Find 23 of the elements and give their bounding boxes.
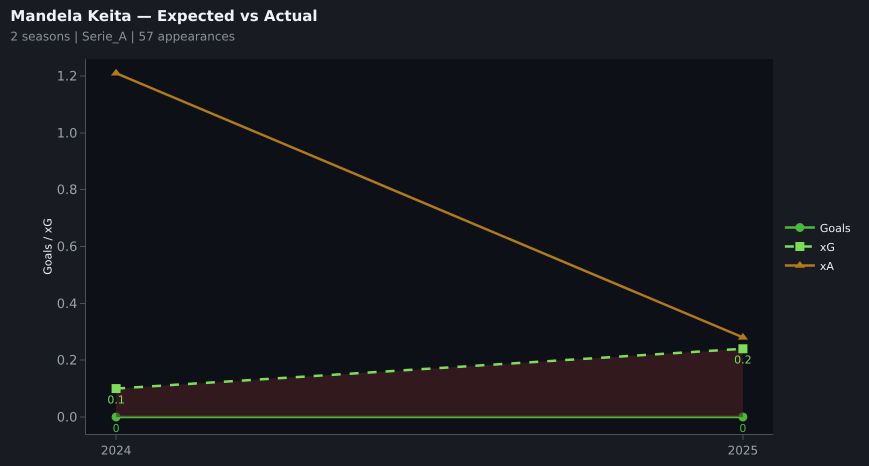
point xyxy=(738,412,748,422)
y-tick-label: 0.6 xyxy=(56,240,78,256)
y-tick-label: 0.8 xyxy=(56,183,78,198)
y-tick-label: 0.4 xyxy=(56,296,78,312)
x-tick-label: 2024 xyxy=(100,443,132,458)
point xyxy=(738,344,748,354)
data-label: 0.2 xyxy=(734,354,752,367)
y-tick-label: 1.2 xyxy=(56,70,78,85)
data-label: 0.1 xyxy=(107,393,125,406)
data-label: 0 xyxy=(112,422,120,435)
data-label: 0 xyxy=(739,422,746,435)
chart-title: Mandela Keita — Expected vs Actual xyxy=(10,6,318,25)
y-tick-label: 1.0 xyxy=(56,126,78,142)
legend-label: Goals xyxy=(820,222,851,235)
point xyxy=(112,384,121,394)
x-tick-label: 2025 xyxy=(728,443,758,458)
legend-label: xG xyxy=(820,240,835,254)
legend-label: xA xyxy=(820,260,834,273)
y-axis-title: Goals / xG xyxy=(42,218,55,275)
chart-subtitle: 2 seasons | Serie_A | 57 appearances xyxy=(10,29,236,44)
y-tick-label: 0.2 xyxy=(56,354,78,369)
point xyxy=(112,412,121,422)
y-tick-label: 0.0 xyxy=(56,410,78,426)
